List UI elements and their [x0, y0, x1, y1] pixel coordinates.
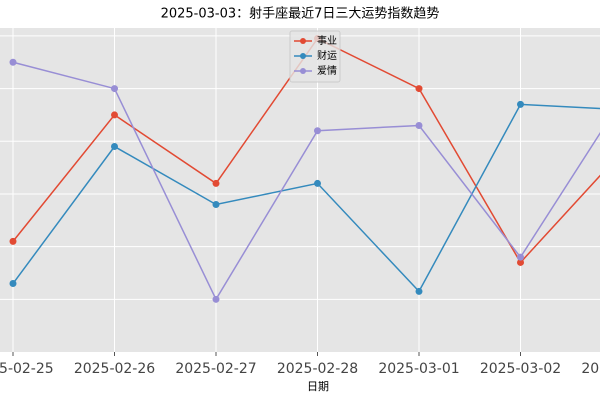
legend-label: 爱情	[317, 64, 337, 77]
x-axis-label: 日期	[307, 380, 329, 393]
chart-title: 2025-03-03：射手座最近7日三大运势指数趋势	[161, 6, 440, 22]
legend-marker	[300, 68, 306, 74]
legend-label: 事业	[317, 34, 337, 47]
point	[9, 237, 17, 245]
x-tick-label: 2025-02-25	[0, 361, 54, 377]
legend-marker	[300, 53, 306, 59]
point	[517, 258, 524, 266]
x-tick-label: 2025-03-03	[581, 361, 600, 377]
point	[517, 100, 524, 108]
point	[111, 111, 118, 119]
point	[314, 127, 321, 135]
x-tick-label: 2025-03-02	[480, 361, 561, 377]
point	[212, 200, 220, 208]
point	[415, 85, 423, 93]
x-tick-label: 2025-02-26	[74, 361, 155, 377]
point	[314, 179, 321, 187]
point	[415, 287, 423, 295]
x-tick-label: 2025-03-01	[378, 361, 459, 377]
point	[9, 280, 17, 288]
x-tick-label: 2025-02-27	[175, 361, 256, 377]
point	[212, 179, 220, 187]
point	[111, 85, 118, 93]
x-tick-label: 2025-02-28	[277, 361, 358, 377]
legend-marker	[300, 38, 306, 44]
point	[415, 121, 423, 129]
point	[517, 253, 524, 261]
point	[111, 143, 118, 151]
legend-label: 财运	[317, 49, 337, 62]
point	[9, 58, 17, 66]
point	[212, 295, 220, 303]
